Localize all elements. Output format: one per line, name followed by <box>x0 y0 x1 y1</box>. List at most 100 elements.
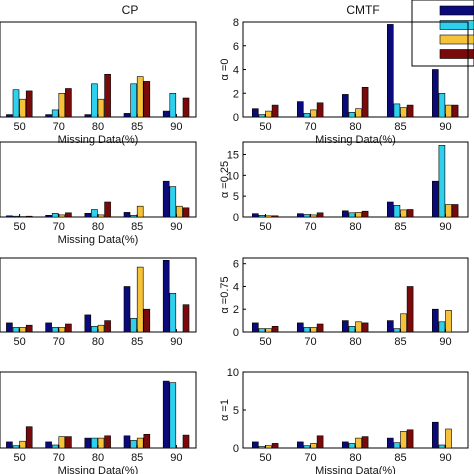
bar-s3-c0 <box>271 104 279 118</box>
bar-s3-c1 <box>65 436 72 449</box>
legend-swatch-3 <box>439 49 474 59</box>
bar-s2-c2 <box>355 321 362 333</box>
bar-s2-c3 <box>400 313 407 333</box>
bar-s0-c4 <box>162 110 170 118</box>
x-tick-label: 50 <box>259 336 271 348</box>
y-tick-label: 0 <box>233 212 239 224</box>
bar-s0-c1 <box>296 213 304 218</box>
x-tick-label: 85 <box>394 336 406 348</box>
x-axis-label: Missing Data(%) <box>58 465 139 474</box>
x-tick-label: 80 <box>349 336 361 348</box>
x-tick-label: 70 <box>304 121 316 133</box>
x-tick-label: 70 <box>53 121 65 133</box>
bar-s2-c2 <box>97 324 105 333</box>
y-tick-label: 10 <box>227 367 239 379</box>
bar-s3-c0 <box>25 90 33 118</box>
bar-s3-c2 <box>361 210 369 218</box>
column-title-cmtf: CMTF <box>346 3 379 17</box>
bar-s0-c0 <box>6 114 13 118</box>
x-tick-label: 50 <box>13 452 25 464</box>
x-tick-label: 70 <box>53 221 65 233</box>
bar-s1-c0 <box>12 215 20 218</box>
bar-s1-c0 <box>258 446 266 449</box>
x-tick-label: 50 <box>13 336 25 348</box>
x-tick-label: 80 <box>92 221 104 233</box>
x-tick-label: 90 <box>439 452 451 464</box>
x-tick-label: 85 <box>131 221 143 233</box>
x-tick-label: 70 <box>304 452 316 464</box>
bar-s0-c3 <box>123 113 131 118</box>
bar-s1-c2 <box>348 212 356 218</box>
legend-swatch-1 <box>439 20 474 30</box>
bar-s0-c3 <box>386 24 394 118</box>
y-tick-label: 6 <box>233 259 239 271</box>
bar-s0-c3 <box>123 286 131 333</box>
bar-s3-c2 <box>104 435 111 449</box>
bar-s1-c2 <box>91 83 98 118</box>
bar-s1-c2 <box>91 325 98 333</box>
bar-s1-c1 <box>303 327 311 333</box>
bar-s1-c0 <box>12 445 20 449</box>
y-tick-label: 10 <box>227 170 239 182</box>
x-tick-label: 50 <box>259 121 271 133</box>
x-tick-label: 90 <box>170 452 182 464</box>
bar-s1-c1 <box>303 445 311 449</box>
bar-s2-c0 <box>19 327 26 333</box>
bar-s2-c2 <box>97 214 105 218</box>
bar-s1-c4 <box>169 292 177 333</box>
x-tick-label: 50 <box>259 221 271 233</box>
bar-s2-c0 <box>19 98 26 118</box>
bar-s0-c1 <box>45 441 52 449</box>
y-tick-label: 5 <box>233 405 239 417</box>
bar-s0-c1 <box>45 215 52 218</box>
bar-s0-c3 <box>386 201 394 218</box>
bar-s1-c0 <box>258 114 266 118</box>
bar-s1-c3 <box>393 442 401 449</box>
bar-s2-c4 <box>445 104 452 118</box>
bar-s3-c4 <box>182 304 190 333</box>
bar-s3-c1 <box>65 88 72 118</box>
y-tick-label: 2 <box>233 304 239 316</box>
bar-s3-c0 <box>25 426 33 449</box>
panel-7: 50 70 80 85 90 0 5 10 Missing Data(%) α =1 <box>219 367 469 474</box>
y-tick-label: 5 <box>233 191 239 203</box>
x-tick-label: 80 <box>349 221 361 233</box>
bar-s0-c3 <box>386 320 394 333</box>
bar-s0-c2 <box>84 114 92 118</box>
bar-s2-c2 <box>355 437 362 449</box>
x-tick-label: 90 <box>170 336 182 348</box>
bar-s1-c3 <box>130 83 137 118</box>
bar-s1-c1 <box>51 327 59 333</box>
bar-s0-c4 <box>162 380 170 449</box>
bar-s2-c3 <box>136 266 144 333</box>
panel-6: 50 70 80 85 90 Missing Data(%) <box>0 371 197 474</box>
bar-s2-c2 <box>97 437 105 449</box>
bar-s3-c3 <box>143 308 151 333</box>
y-axis-label: α =0.25 <box>219 161 231 198</box>
bar-s1-c2 <box>348 443 356 449</box>
bar-s0-c0 <box>6 441 13 449</box>
bar-s0-c2 <box>341 320 349 333</box>
x-tick-label: 70 <box>304 221 316 233</box>
x-axis-label: Missing Data(%) <box>315 465 396 474</box>
bar-s3-c1 <box>316 102 324 118</box>
bar-s3-c1 <box>316 212 324 218</box>
bar-s3-c2 <box>361 436 369 449</box>
bar-s0-c4 <box>431 69 439 118</box>
bar-s0-c3 <box>123 212 131 218</box>
bar-s1-c4 <box>438 444 446 449</box>
bar-s1-c3 <box>393 205 401 218</box>
y-tick-label: 4 <box>233 281 239 293</box>
bar-s0-c0 <box>252 441 259 449</box>
bar-s0-c0 <box>252 108 259 118</box>
bar-s2-c4 <box>445 204 452 218</box>
bar-s1-c0 <box>12 327 20 333</box>
bar-s2-c1 <box>310 109 317 118</box>
x-tick-label: 90 <box>439 336 451 348</box>
y-tick-label: 0 <box>233 327 239 339</box>
bar-s2-c0 <box>265 110 272 118</box>
y-tick-label: 8 <box>233 17 239 29</box>
bar-s0-c2 <box>341 210 349 218</box>
x-tick-label: 85 <box>131 336 143 348</box>
